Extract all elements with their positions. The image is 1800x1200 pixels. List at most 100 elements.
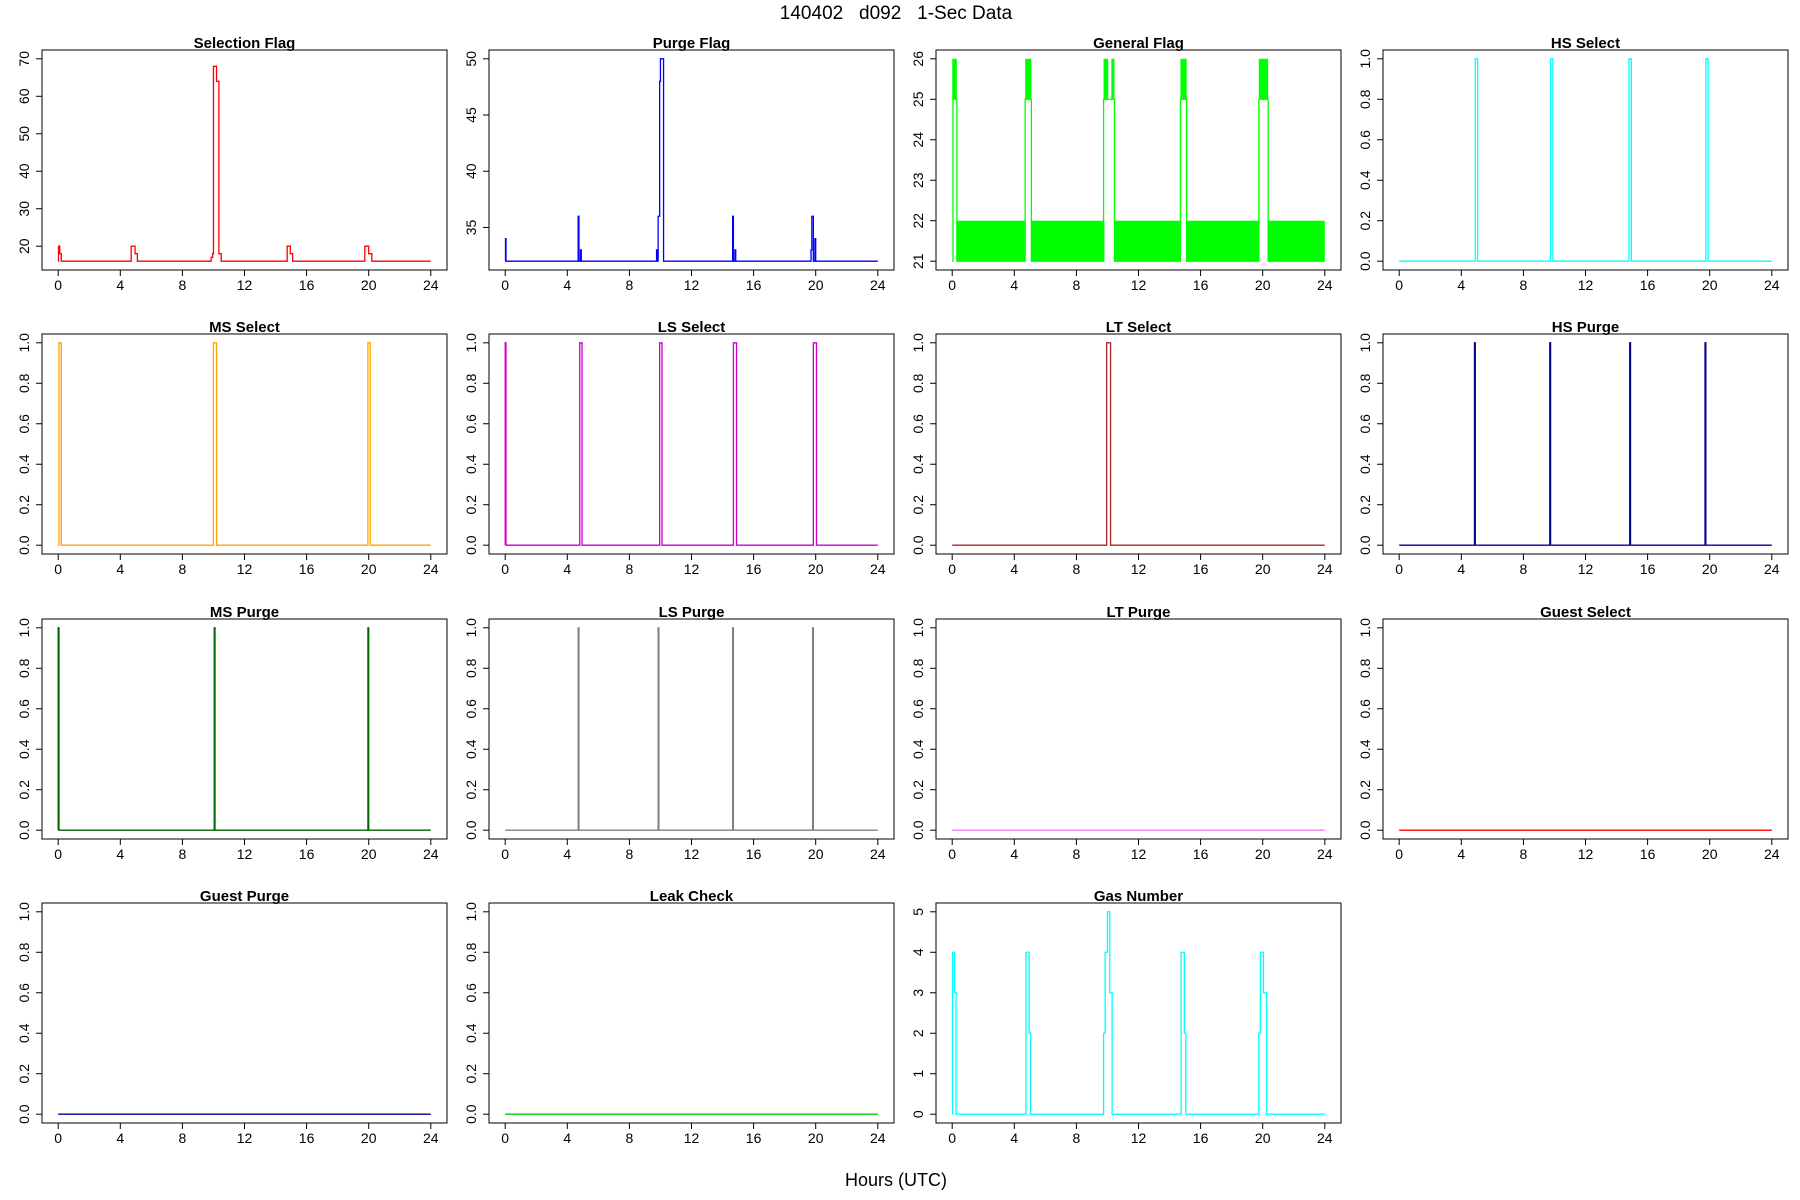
y-axis: 0.0 0.2 0.4 0.6 0.8 1.0 — [463, 902, 490, 1124]
x-tick-label: 16 — [299, 277, 315, 293]
x-tick-label: 20 — [1255, 561, 1271, 577]
x-tick-label: 4 — [1010, 1130, 1018, 1146]
x-tick-label: 4 — [1457, 846, 1465, 862]
plot-frame — [41, 333, 448, 555]
x-tick-label: 24 — [870, 561, 886, 577]
x-tick-label: 16 — [746, 846, 762, 862]
y-tick-label: 0.2 — [16, 1064, 32, 1084]
y-tick-label: 0.8 — [16, 658, 32, 678]
plot-frame — [935, 333, 1342, 555]
x-tick-label: 0 — [54, 277, 62, 293]
y-tick-label: 0.8 — [910, 658, 926, 678]
x-tick-label: 12 — [237, 846, 253, 862]
plot-frame — [1382, 618, 1789, 840]
x-axis: 0 4 8 12 16 20 24 — [501, 838, 886, 862]
y-tick-label: 22 — [910, 213, 926, 229]
plot-area — [952, 342, 1325, 546]
x-tick-label: 0 — [1395, 561, 1403, 577]
panel-purge-flag: Purge Flag 0 4 8 12 16 20 24 35 40 45 50 — [463, 35, 895, 293]
x-axis: 0 4 8 12 16 20 24 — [1395, 553, 1780, 577]
y-tick-label: 0.0 — [463, 535, 479, 555]
x-tick-label: 20 — [808, 846, 824, 862]
plot-frame — [488, 618, 895, 840]
x-tick-label: 0 — [54, 1130, 62, 1146]
y-tick-label: 26 — [910, 51, 926, 67]
x-tick-label: 24 — [1317, 1130, 1333, 1146]
x-tick-label: 4 — [116, 561, 124, 577]
y-tick-label: 0.2 — [463, 495, 479, 515]
y-tick-label: 1.0 — [463, 618, 479, 638]
series-line — [58, 342, 431, 546]
y-tick-label: 0.6 — [1357, 130, 1373, 150]
x-axis: 0 4 8 12 16 20 24 — [948, 1122, 1333, 1146]
y-tick-label: 0.4 — [16, 739, 32, 759]
x-tick-label: 24 — [423, 1130, 439, 1146]
plot-frame — [488, 49, 895, 271]
y-axis: 21 22 23 24 25 26 — [910, 51, 937, 269]
y-tick-label: 0.2 — [463, 1064, 479, 1084]
x-tick-label: 12 — [237, 1130, 253, 1146]
y-tick-label: 0.8 — [1357, 658, 1373, 678]
x-tick-label: 12 — [684, 1130, 700, 1146]
plot-frame — [1382, 333, 1789, 555]
x-tick-label: 8 — [1073, 277, 1081, 293]
x-tick-label: 8 — [1520, 277, 1528, 293]
y-tick-label: 0.4 — [1357, 739, 1373, 759]
plot-frame — [41, 49, 448, 271]
x-tick-label: 16 — [1193, 846, 1209, 862]
x-tick-label: 24 — [870, 846, 886, 862]
panel-lt-purge: LT Purge 0 4 8 12 16 20 24 0.0 0.2 0.4 0.6 0.8 1.0 — [910, 604, 1342, 862]
x-tick-label: 12 — [1578, 277, 1594, 293]
x-tick-label: 0 — [948, 846, 956, 862]
data-band-6 — [1025, 58, 1032, 100]
x-tick-label: 4 — [563, 846, 571, 862]
y-tick-label: 0.0 — [463, 820, 479, 840]
x-tick-label: 16 — [746, 277, 762, 293]
data-band-0 — [956, 220, 1026, 262]
series-line — [504, 342, 878, 546]
y-tick-label: 60 — [16, 88, 32, 104]
panel-hs-purge: HS Purge 0 4 8 12 16 20 24 0.0 0.2 0.4 0.6 0.8 1.0 — [1357, 319, 1789, 577]
x-tick-label: 24 — [870, 1130, 886, 1146]
x-tick-label: 4 — [1457, 561, 1465, 577]
plot-area — [57, 627, 431, 831]
y-axis: 0.0 0.2 0.4 0.6 0.8 1.0 — [463, 333, 490, 555]
plot-frame — [935, 618, 1342, 840]
x-tick-label: 0 — [501, 277, 509, 293]
y-tick-label: 25 — [910, 91, 926, 107]
x-axis: 0 4 8 12 16 20 24 — [54, 553, 439, 577]
y-axis: 0.0 0.2 0.4 0.6 0.8 1.0 — [16, 902, 43, 1124]
y-tick-label: 0.6 — [910, 414, 926, 434]
plot-frame — [935, 902, 1342, 1124]
x-tick-label: 4 — [116, 1130, 124, 1146]
x-axis: 0 4 8 12 16 20 24 — [54, 838, 439, 862]
x-tick-label: 20 — [361, 1130, 377, 1146]
data-band-3 — [1186, 220, 1259, 262]
x-tick-label: 20 — [1702, 277, 1718, 293]
y-tick-label: 0.6 — [463, 414, 479, 434]
plot-frame — [488, 333, 895, 555]
x-tick-label: 12 — [237, 277, 253, 293]
panel-title: Leak Check — [650, 888, 734, 905]
y-tick-label: 4 — [910, 948, 926, 956]
x-tick-label: 0 — [948, 1130, 956, 1146]
plot-area — [1399, 342, 1772, 546]
x-tick-label: 0 — [1395, 277, 1403, 293]
y-tick-label: 0.4 — [16, 1023, 32, 1043]
y-tick-label: 0.2 — [1357, 211, 1373, 231]
y-tick-label: 0.4 — [1357, 170, 1373, 190]
y-tick-label: 0.2 — [1357, 780, 1373, 800]
x-tick-label: 24 — [1764, 277, 1780, 293]
x-tick-label: 8 — [179, 277, 187, 293]
y-tick-label: 0.8 — [463, 942, 479, 962]
panel-ls-select: LS Select 0 4 8 12 16 20 24 0.0 0.2 0.4 0.6 0.8 1.0 — [463, 319, 895, 577]
x-tick-label: 20 — [1255, 846, 1271, 862]
y-tick-label: 0.6 — [463, 983, 479, 1003]
x-tick-label: 0 — [948, 277, 956, 293]
x-axis: 0 4 8 12 16 20 24 — [948, 838, 1333, 862]
x-tick-label: 12 — [1131, 846, 1147, 862]
data-band-9 — [1180, 58, 1187, 100]
